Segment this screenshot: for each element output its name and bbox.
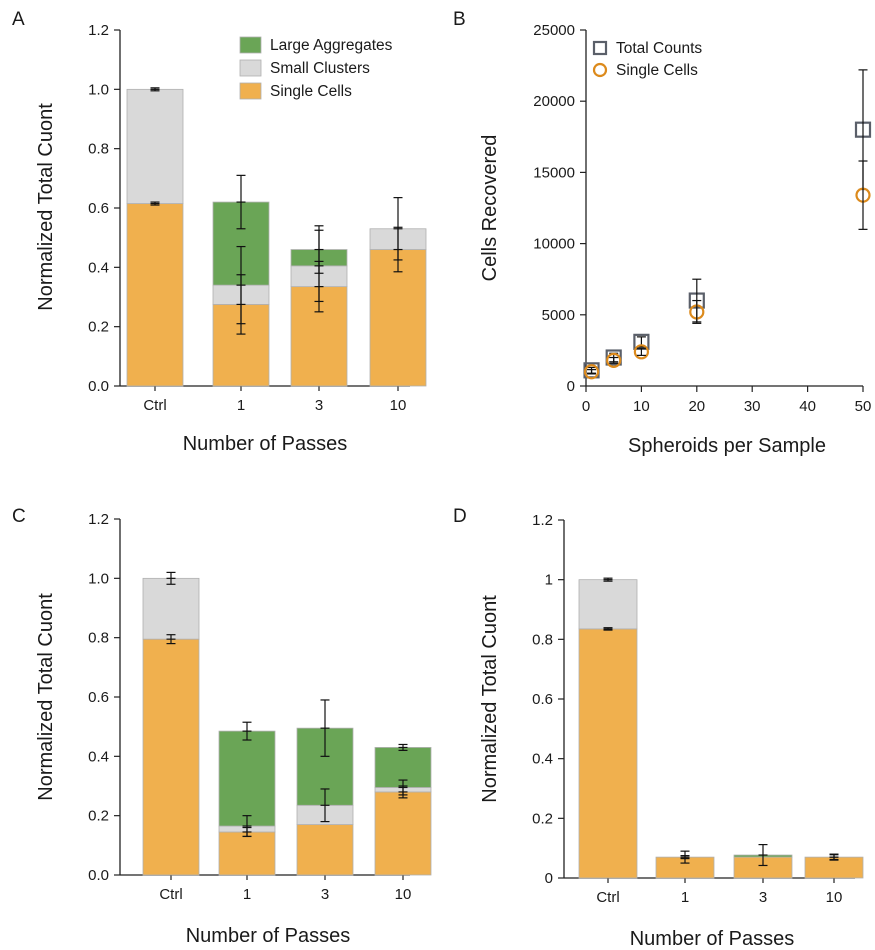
- bar-large-aggregates: [218, 730, 276, 827]
- y-tick-label: 15000: [533, 164, 575, 181]
- y-tick-label: 1.0: [88, 570, 109, 587]
- legend-swatch: [239, 36, 262, 54]
- point-single-cells: [583, 364, 600, 380]
- panel-b-xlabel: Spheroids per Sample: [628, 435, 826, 457]
- bar-single-cells: [126, 203, 184, 387]
- y-tick-label: 1.0: [88, 81, 109, 98]
- y-tick-label: 5000: [542, 307, 575, 324]
- x-tick-label: 20: [688, 398, 705, 415]
- bar-single-cells: [218, 831, 276, 876]
- x-tick-label: 50: [855, 398, 872, 415]
- legend-label: Single Cells: [616, 62, 698, 79]
- panel-a-ylabel: Normalized Total Cuont: [35, 103, 57, 311]
- panel-letter-c: C: [12, 506, 26, 527]
- panel-d: D 0 0.2 0.4 0.6 0.8 1 1.2 Ctrl 1 3 10 Number of Pa…: [453, 506, 864, 950]
- x-tick-label: 3: [759, 889, 767, 906]
- x-tick-label: Ctrl: [596, 889, 619, 906]
- legend-swatch: [239, 82, 262, 100]
- y-tick-label: 0.2: [88, 808, 109, 825]
- panel-d-xlabel: Number of Passes: [630, 928, 795, 950]
- x-tick-label: 1: [237, 397, 245, 414]
- legend-label: Large Aggregates: [270, 37, 393, 54]
- panel-a-plot: 0.0 0.2 0.4 0.6 0.8 1.0 1.2 Ctrl 1 3 10 Large Aggre…: [88, 22, 427, 414]
- panel-b: B 0 5000 10000 15000 20000 25000 0 10 20 30 40 50 To…: [453, 9, 871, 457]
- point-single-cells: [606, 352, 622, 368]
- x-tick-label: 30: [744, 398, 761, 415]
- y-tick-label: 1.2: [532, 512, 553, 529]
- y-tick-label: 25000: [533, 22, 575, 39]
- panel-b-ylabel: Cells Recovered: [479, 135, 501, 282]
- panel-a-xlabel: Number of Passes: [183, 433, 348, 455]
- legend-label: Small Clusters: [270, 60, 370, 77]
- y-tick-label: 10000: [533, 236, 575, 253]
- legend-marker-square: [592, 40, 608, 56]
- x-tick-label: 10: [633, 398, 650, 415]
- panel-d-ylabel: Normalized Total Cuont: [479, 595, 501, 803]
- y-tick-label: 0.6: [532, 691, 553, 708]
- panel-c: C 0.0 0.2 0.4 0.6 0.8 1.0 1.2 Ctrl 1 3 10 Number o…: [12, 506, 432, 947]
- y-tick-label: 0.4: [88, 748, 109, 765]
- panel-letter-b: B: [453, 9, 466, 30]
- panel-c-xlabel: Number of Passes: [186, 925, 351, 947]
- y-tick-label: 20000: [533, 93, 575, 110]
- x-tick-label: 10: [826, 889, 843, 906]
- y-tick-label: 0.2: [88, 319, 109, 336]
- y-tick-label: 0.2: [532, 810, 553, 827]
- x-tick-label: 40: [799, 398, 816, 415]
- y-tick-label: 0.0: [88, 378, 109, 395]
- y-tick-label: 0.6: [88, 689, 109, 706]
- bar-small-clusters: [142, 577, 200, 640]
- y-tick-label: 0.4: [88, 259, 109, 276]
- x-tick-label: 3: [315, 397, 323, 414]
- panel-a: A 0.0 0.2 0.4 0.6 0.8 1.0 1.2 Ctrl 1 3 10 Large Agg…: [12, 9, 427, 455]
- y-tick-label: 1.2: [88, 511, 109, 528]
- y-tick-label: 0.0: [88, 867, 109, 884]
- y-tick-label: 0: [545, 870, 553, 887]
- y-tick-label: 1.2: [88, 22, 109, 39]
- x-tick-label: 10: [390, 397, 407, 414]
- x-tick-label: Ctrl: [159, 886, 182, 903]
- y-tick-label: 1: [545, 572, 553, 589]
- y-tick-label: 0.8: [532, 631, 553, 648]
- y-tick-label: 0: [567, 378, 575, 395]
- panel-d-plot: 0 0.2 0.4 0.6 0.8 1 1.2 Ctrl 1 3 10: [532, 512, 864, 906]
- panel-c-ylabel: Normalized Total Cuont: [35, 593, 57, 801]
- legend-swatch: [239, 59, 262, 77]
- bar-single-cells: [374, 791, 432, 876]
- x-tick-label: 10: [395, 886, 412, 903]
- panel-b-plot: 0 5000 10000 15000 20000 25000 0 10 20 30 40 50 Tota…: [533, 22, 871, 415]
- panel-letter-d: D: [453, 506, 467, 527]
- x-tick-label: 3: [321, 886, 329, 903]
- bar-single-cells: [142, 638, 200, 876]
- bar-single-cells: [296, 824, 354, 876]
- point-single-cells: [633, 344, 650, 360]
- y-tick-label: 0.6: [88, 200, 109, 217]
- panel-c-plot: 0.0 0.2 0.4 0.6 0.8 1.0 1.2 Ctrl 1 3 10: [88, 511, 432, 903]
- bar-small-clusters: [578, 579, 638, 630]
- legend-label: Single Cells: [270, 83, 352, 100]
- y-tick-label: 0.4: [532, 751, 553, 768]
- legend-label: Total Counts: [616, 40, 702, 57]
- panel-letter-a: A: [12, 9, 25, 30]
- bar-small-clusters: [126, 88, 184, 204]
- y-tick-label: 0.8: [88, 630, 109, 647]
- x-tick-label: 1: [243, 886, 251, 903]
- x-tick-label: Ctrl: [143, 397, 166, 414]
- legend-marker-circle: [592, 62, 608, 78]
- y-tick-label: 0.8: [88, 141, 109, 158]
- x-tick-label: 0: [582, 398, 590, 415]
- bar-single-cells: [578, 628, 638, 879]
- x-tick-label: 1: [681, 889, 689, 906]
